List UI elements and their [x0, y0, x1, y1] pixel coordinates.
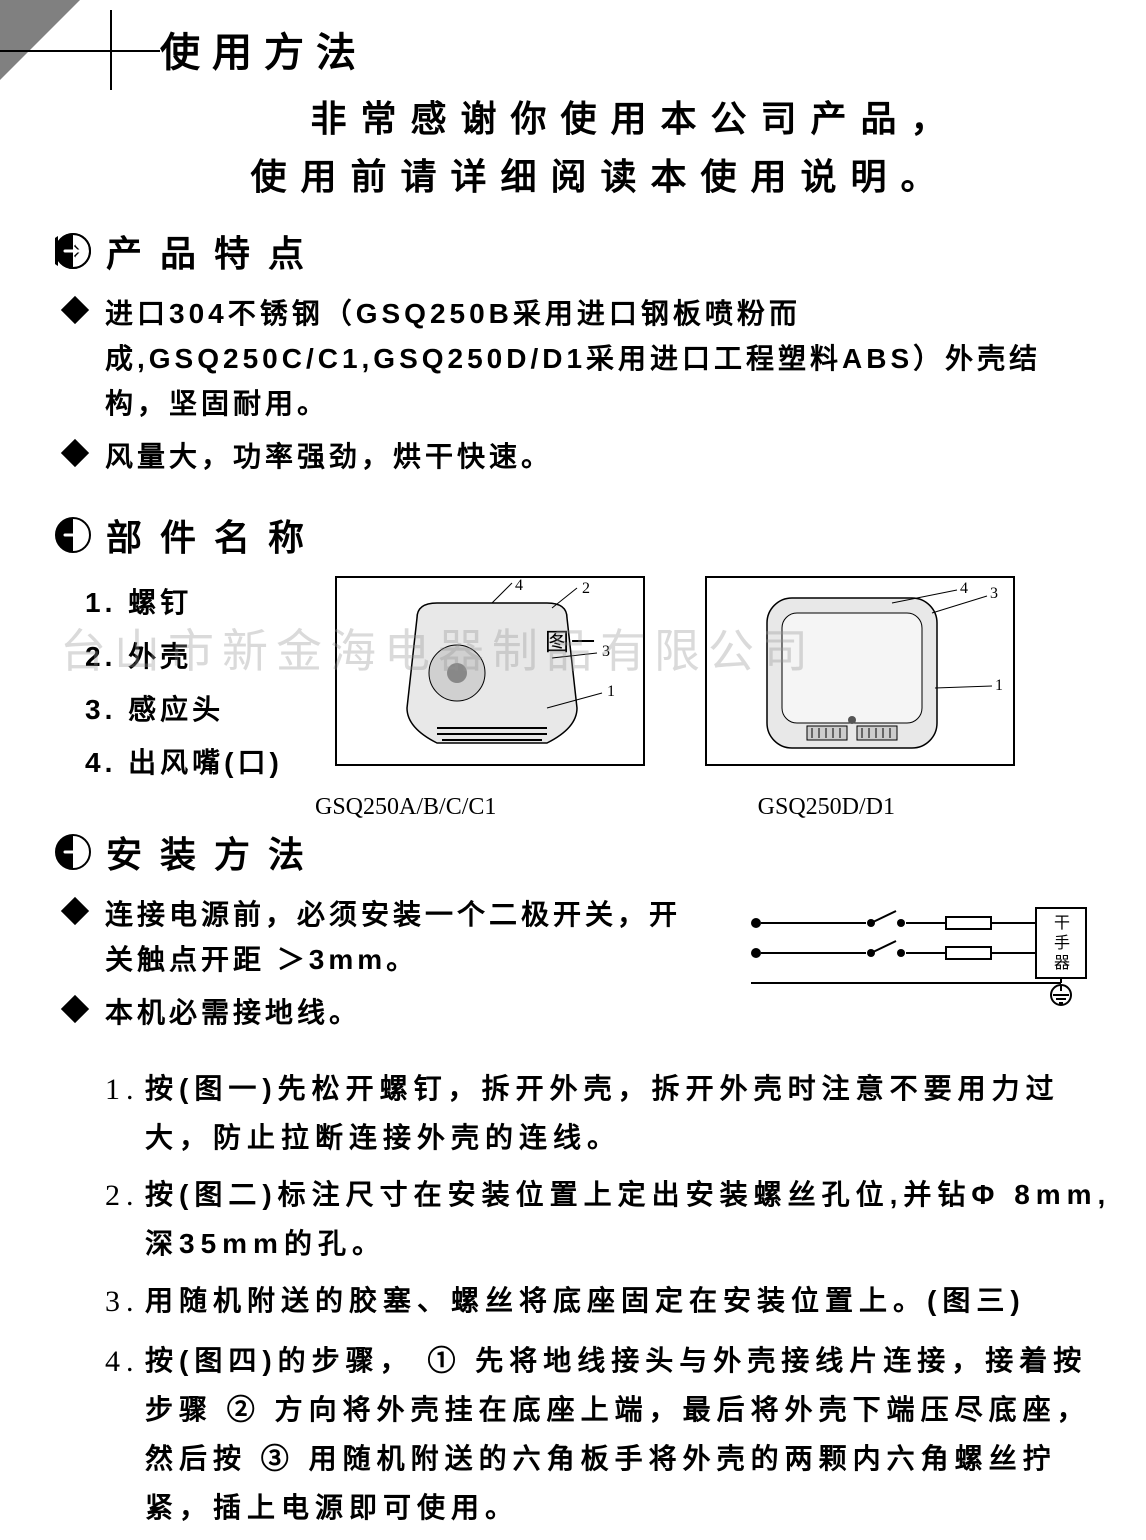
- section-header-parts: 部件名称: [55, 509, 1116, 561]
- feature-text-2: 风量大，功率强劲，烘干快速。: [105, 435, 1116, 480]
- callout-4: 4: [515, 578, 523, 594]
- diamond-bullet-icon: [61, 296, 89, 324]
- step-text-3: 用随机附送的胶塞、螺丝将底座固定在安装位置上。(图三): [145, 1276, 1116, 1329]
- callout-1: 1: [607, 683, 615, 700]
- step-4: 4. 按(图四)的步骤， ① 先将地线接头与外壳接线片连接，接着按步骤 ② 方向…: [105, 1336, 1116, 1532]
- step-text-2: 按(图二)标注尺寸在安装位置上定出安装螺丝孔位,并钻Φ 8mm, 深35mm的孔…: [145, 1170, 1116, 1268]
- wiring-label-char2: 手: [1054, 934, 1070, 952]
- wiring-label-char1: 干: [1054, 915, 1070, 932]
- section-header-install: 安装方法: [55, 826, 1116, 878]
- step-num-1: 1.: [105, 1064, 145, 1162]
- install-steps: 1. 按(图一)先松开螺钉，拆开外壳，拆开外壳时注意不要用力过大，防止拉断连接外…: [105, 1064, 1116, 1533]
- install-left: 连接电源前，必须安装一个二极开关，开关触点开距 ＞3mm。 本机必需接地线。: [55, 893, 706, 1043]
- section-title-parts: 部件名称: [106, 509, 322, 561]
- diagram-labels-row: GSQ250A/B/C/C1 GSQ250D/D1: [315, 794, 1015, 821]
- circled-3: ③: [261, 1443, 295, 1474]
- part-item-2: 2. 外壳: [85, 630, 315, 683]
- section-title-install: 安装方法: [106, 826, 322, 878]
- step-num-3: 3.: [105, 1276, 145, 1329]
- callout-3: 3: [602, 643, 610, 660]
- diamond-bullet-icon: [61, 995, 89, 1023]
- diamond-bullet-icon: [61, 897, 89, 925]
- section-title-features: 产品特点: [106, 225, 322, 277]
- diagram2-wrapper: 4 3 1: [665, 576, 1015, 766]
- thanks-line2: 使用前请详细阅读本使用说明。: [55, 148, 1116, 206]
- content-area: 非常感谢你使用本公司产品， 使用前请详细阅读本使用说明。 产品特点 进口304不…: [55, 90, 1116, 1540]
- callout-2: 2: [582, 580, 590, 597]
- arrow-bullet-icon: [55, 834, 91, 870]
- thanks-block: 非常感谢你使用本公司产品， 使用前请详细阅读本使用说明。: [55, 90, 1116, 205]
- install-row: 连接电源前，必须安装一个二极开关，开关触点开距 ＞3mm。 本机必需接地线。: [55, 893, 1116, 1043]
- product-diagram-1-svg: 4 2 3 1: [337, 578, 647, 768]
- arrow-bullet-icon: [55, 233, 91, 269]
- section-header-features: 产品特点: [55, 225, 1116, 277]
- step-text-4: 按(图四)的步骤， ① 先将地线接头与外壳接线片连接，接着按步骤 ② 方向将外壳…: [145, 1336, 1116, 1532]
- step-text-1: 按(图一)先松开螺钉，拆开外壳，拆开外壳时注意不要用力过大，防止拉断连接外壳的连…: [145, 1064, 1116, 1162]
- wiring-svg: 干 手 器: [736, 903, 1116, 1013]
- callout-3: 3: [990, 585, 998, 602]
- diagram-2: 4 3 1: [705, 576, 1015, 766]
- part-item-3: 3. 感应头: [85, 683, 315, 736]
- thanks-line1: 非常感谢你使用本公司产品，: [55, 90, 1116, 148]
- part-item-1: 1. 螺钉: [85, 576, 315, 629]
- step-1: 1. 按(图一)先松开螺钉，拆开外壳，拆开外壳时注意不要用力过大，防止拉断连接外…: [105, 1064, 1116, 1162]
- diagram-1: 4 2 3 1: [335, 576, 645, 766]
- step-num-2: 2.: [105, 1170, 145, 1268]
- wiring-diagram: 干 手 器: [736, 903, 1116, 1013]
- step-2: 2. 按(图二)标注尺寸在安装位置上定出安装螺丝孔位,并钻Φ 8mm, 深35m…: [105, 1170, 1116, 1268]
- callout-1: 1: [995, 677, 1003, 694]
- cross-vertical: [110, 10, 112, 90]
- feature-item-1: 进口304不锈钢（GSQ250B采用进口钢板喷粉而成,GSQ250C/C1,GS…: [55, 292, 1116, 426]
- parts-row: 1. 螺钉 2. 外壳 3. 感应头 4. 出风嘴(口): [85, 576, 1116, 789]
- cross-horizontal: [0, 50, 160, 52]
- diagram2-label: GSQ250D/D1: [758, 794, 895, 821]
- circled-1: ①: [427, 1345, 461, 1376]
- step4-part-a: 按(图四)的步骤，: [145, 1345, 414, 1376]
- wiring-label-char3: 器: [1054, 954, 1070, 972]
- page-title: 使用方法: [160, 20, 368, 78]
- arrow-bullet-icon: [55, 517, 91, 553]
- step-3: 3. 用随机附送的胶塞、螺丝将底座固定在安装位置上。(图三): [105, 1276, 1116, 1329]
- feature-item-2: 风量大，功率强劲，烘干快速。: [55, 435, 1116, 480]
- diamond-bullet-icon: [61, 438, 89, 466]
- feature-text-1: 进口304不锈钢（GSQ250B采用进口钢板喷粉而成,GSQ250C/C1,GS…: [105, 292, 1116, 426]
- install-bullet-1: 连接电源前，必须安装一个二极开关，开关触点开距 ＞3mm。: [55, 893, 706, 983]
- install-text-1: 连接电源前，必须安装一个二极开关，开关触点开距 ＞3mm。: [105, 893, 706, 983]
- diagram1-label: GSQ250A/B/C/C1: [315, 794, 496, 821]
- diagram1-wrapper: 4 2 3 1: [335, 576, 645, 766]
- callout-4: 4: [960, 580, 968, 597]
- parts-list: 1. 螺钉 2. 外壳 3. 感应头 4. 出风嘴(口): [85, 576, 315, 789]
- gray-triangle: [0, 0, 80, 80]
- circled-2: ②: [227, 1394, 261, 1425]
- figure-center-label: 图一: [545, 622, 597, 657]
- part-item-4: 4. 出风嘴(口): [85, 736, 315, 789]
- install-bullet-2: 本机必需接地线。: [55, 991, 706, 1036]
- install-text-2: 本机必需接地线。: [105, 991, 706, 1036]
- product-diagram-2-svg: 4 3 1: [707, 578, 1017, 768]
- step-num-4: 4.: [105, 1336, 145, 1532]
